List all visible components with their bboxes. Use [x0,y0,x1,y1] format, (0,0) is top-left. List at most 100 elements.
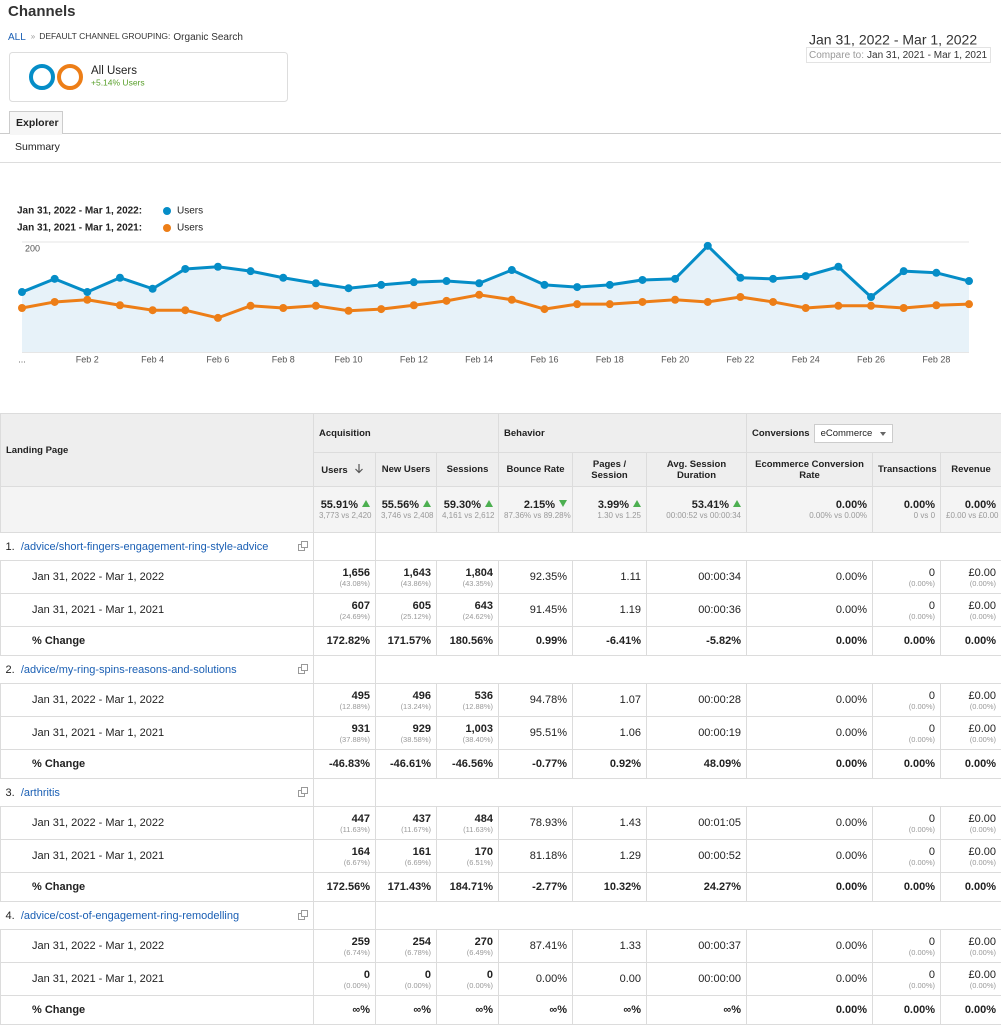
metric-cell: 0.00% [873,750,941,779]
landing-page-link[interactable]: /arthritis [21,787,60,799]
metric-cell: ∞% [499,996,573,1025]
point [181,306,189,314]
metric-cell: 00:00:00 [647,963,747,996]
metric-cell: 81.18% [499,840,573,873]
x-tick-label: Feb 2 [76,354,99,364]
open-page-icon[interactable] [298,787,309,797]
landing-page-link[interactable]: /advice/cost-of-engagement-ring-remodell… [21,910,239,922]
metric-value: 0 [319,969,370,981]
metric-value: £0.00 [946,690,996,702]
x-tick-label: Feb 14 [465,354,493,364]
totals-label [1,487,314,533]
tab-label[interactable]: Explorer [16,117,59,129]
landing-page-link[interactable]: /advice/short-fingers-engagement-ring-st… [21,541,269,553]
metric-cell: 1.33 [573,930,647,963]
open-page-icon[interactable] [298,664,309,674]
totals-main: 59.30% [442,499,493,511]
trend-arrow [559,500,567,507]
metric-group-select[interactable]: eCommerce [814,424,894,443]
column-header[interactable]: Ecommerce Conversion Rate [747,453,873,487]
point [345,284,353,292]
point [18,304,26,312]
row-index: 1. [6,541,15,553]
metric-cell: 00:00:37 [647,930,747,963]
x-tick-label: Feb 12 [400,354,428,364]
metric-value: 495 [319,690,370,702]
x-tick-label: Feb 10 [335,354,363,364]
metric-cell: 0(0.00%) [437,963,499,996]
area [22,246,969,352]
metric-cell: 0.00% [747,594,873,627]
metric-cell: 24.27% [647,873,747,902]
breadcrumb-value: Organic Search [173,32,242,43]
period-label: Jan 31, 2021 - Mar 1, 2021 [1,594,314,627]
point [638,276,646,284]
point [932,301,940,309]
date-range[interactable]: Jan 31, 2022 - Mar 1, 2022 [809,32,977,48]
subtab-label[interactable]: Summary [15,141,61,153]
column-header[interactable]: Users [314,453,376,487]
metric-cell: 00:00:52 [647,840,747,873]
column-header[interactable]: Revenue [941,453,1001,487]
totals-cell: 3.99%1.30 vs 1.25 [573,487,647,533]
metric-cell: 607(24.69%) [314,594,376,627]
point [736,293,744,301]
metric-cell: 1,643(43.86%) [376,561,437,594]
column-header[interactable]: Bounce Rate [499,453,573,487]
metric-share: (37.88%) [319,735,370,744]
metric-share: (0.00%) [946,948,996,957]
metric-share: (43.35%) [442,579,493,588]
metric-cell: 1,656(43.08%) [314,561,376,594]
metric-value: 1,643 [381,567,431,579]
metric-value: £0.00 [946,567,996,579]
column-label: Ecommerce Conversion Rate [755,459,864,481]
x-tick-label: Feb 8 [272,354,295,364]
metric-share: (0.00%) [878,825,935,834]
column-header[interactable]: Sessions [437,453,499,487]
column-header[interactable]: Pages / Session [573,453,647,487]
point [834,263,842,271]
column-header[interactable]: Avg. Session Duration [647,453,747,487]
point [279,304,287,312]
point [900,267,908,275]
tab-cover [10,132,62,135]
metric-cell: -6.41% [573,627,647,656]
open-page-icon[interactable] [298,541,309,551]
metric-cell: -5.82% [647,627,747,656]
landing-page-cell: 4. /advice/cost-of-engagement-ring-remod… [1,902,314,930]
metric-value: 536 [442,690,493,702]
point [181,265,189,273]
breadcrumb-link[interactable]: ALL [8,32,26,43]
metric-cell: 931(37.88%) [314,717,376,750]
column-label: Avg. Session Duration [667,459,726,481]
column-header[interactable]: Transactions [873,453,941,487]
landing-page-link[interactable]: /advice/my-ring-spins-reasons-and-soluti… [21,664,237,676]
column-label: Users [321,465,347,476]
metric-cell: 0(0.00%) [873,930,941,963]
totals-compare: 0 vs 0 [878,511,935,520]
point [932,269,940,277]
totals-value: 53.41% [692,499,729,511]
metric-value: 0 [878,600,935,612]
open-page-icon[interactable] [298,910,309,920]
metric-value: 496 [381,690,431,702]
landing-page-cell: 3. /arthritis [1,779,314,807]
point [214,314,222,322]
point [51,275,59,283]
point [377,281,385,289]
point [345,307,353,315]
point [704,298,712,306]
metric-cell: 00:00:19 [647,717,747,750]
point [606,281,614,289]
metric-cell: 0.00% [747,873,873,902]
metric-cell: £0.00(0.00%) [941,561,1001,594]
metric-cell: 0.00% [873,873,941,902]
metric-cell: 171.57% [376,627,437,656]
landing-page-cell: 2. /advice/my-ring-spins-reasons-and-sol… [1,656,314,684]
column-header[interactable]: New Users [376,453,437,487]
